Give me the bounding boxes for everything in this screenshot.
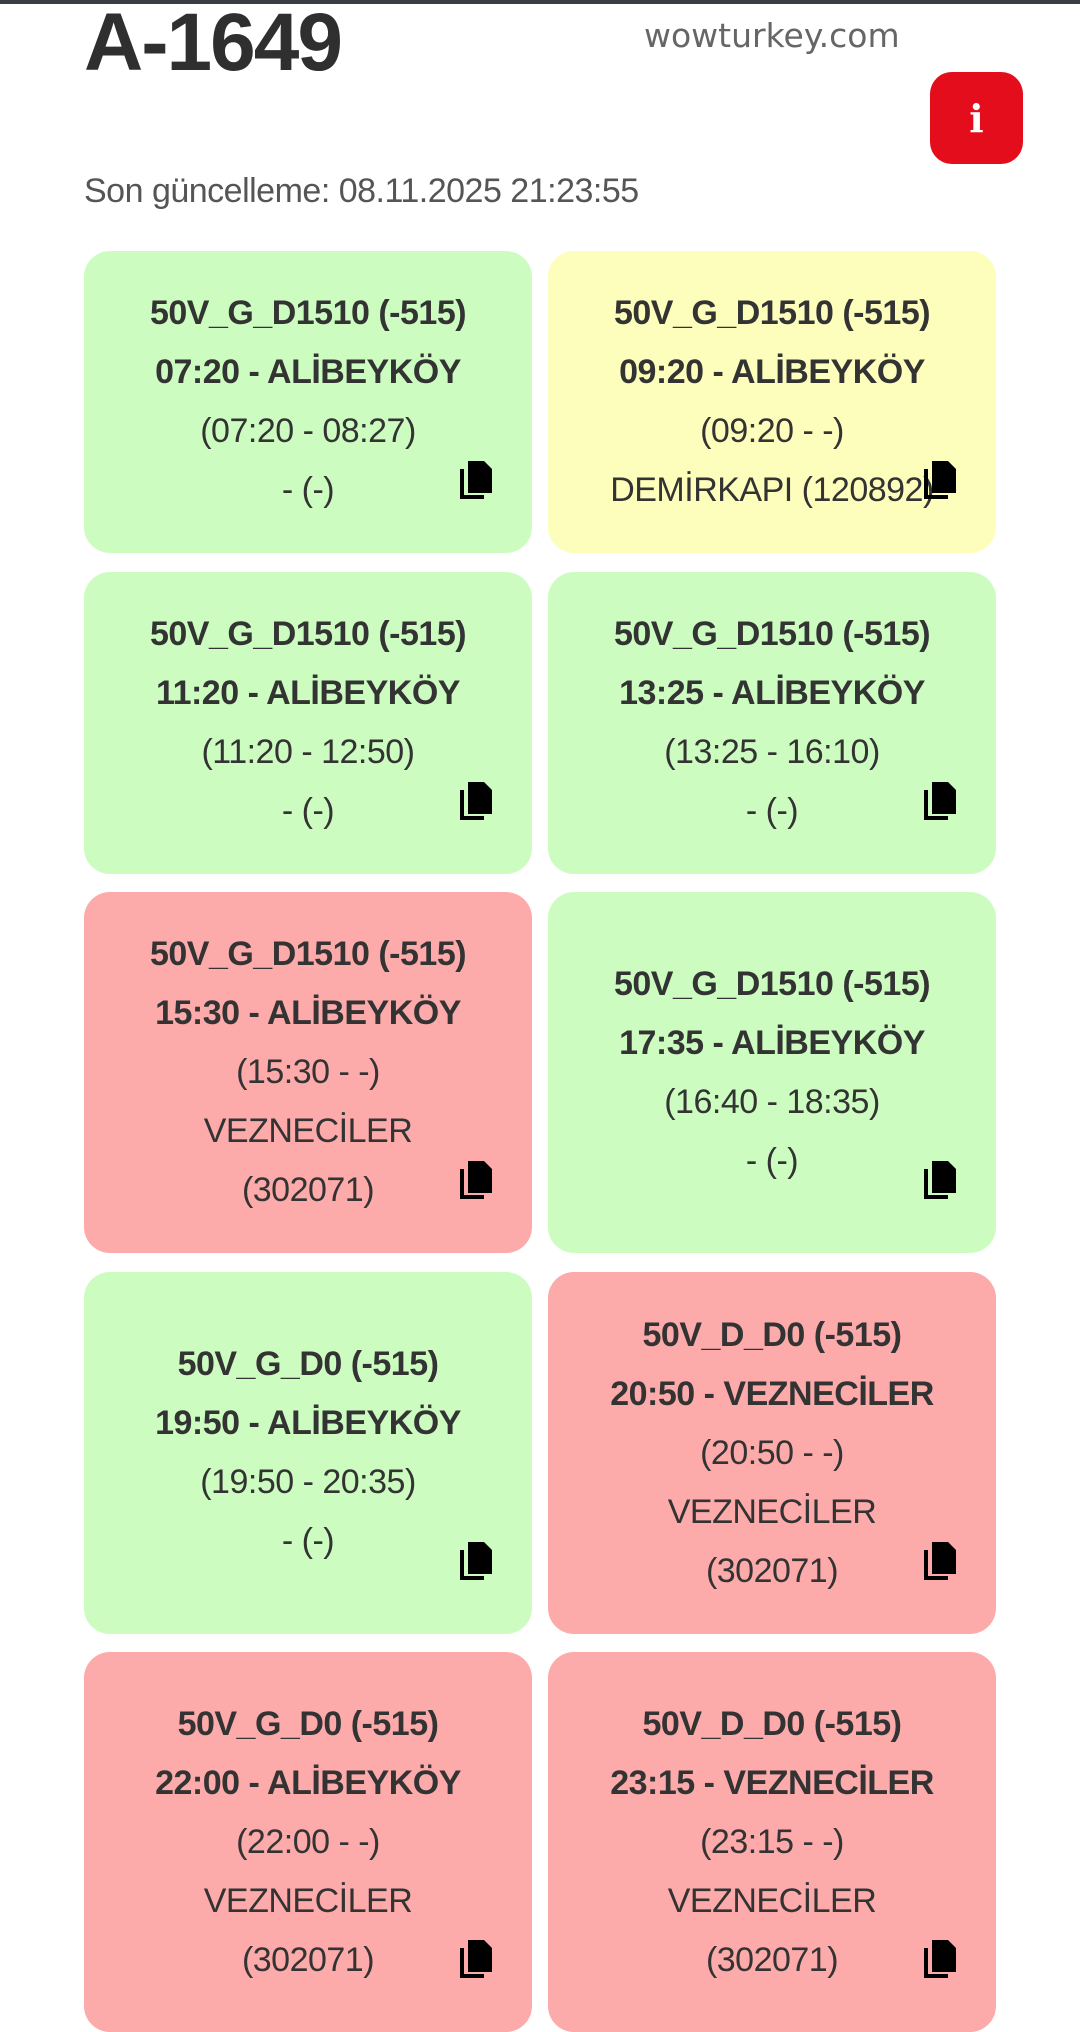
trip-card[interactable]: 50V_G_D0 (-515) 19:50 - ALİBEYKÖY (19:50 -…: [84, 1272, 532, 1634]
trip-times: (20:50 - -): [700, 1433, 844, 1472]
copy-icon[interactable]: [922, 782, 956, 822]
copy-icon[interactable]: [458, 782, 492, 822]
trip-departure: 17:35 - ALİBEYKÖY: [619, 1023, 925, 1062]
trip-route: 50V_G_D1510 (-515): [613, 615, 931, 653]
trip-times: (11:20 - 12:50): [201, 733, 415, 771]
trip-card[interactable]: 50V_D_D0 (-515) 20:50 - VEZNECİLER (20:50 …: [548, 1272, 996, 1634]
trip-departure: 09:20 - ALİBEYKÖY: [619, 353, 925, 391]
trip-card[interactable]: 50V_G_D1510 (-515) 17:35 - ALİBEYKÖY (16:4…: [548, 892, 996, 1253]
trip-route: 50V_G_D0 (-515): [177, 1704, 439, 1743]
trip-route: 50V_G_D1510 (-515): [149, 935, 467, 973]
trip-route: 50V_D_D0 (-515): [642, 1315, 902, 1354]
trip-stop: - (-): [281, 471, 335, 509]
trip-departure: 07:20 - ALİBEYKÖY: [155, 353, 461, 391]
trip-route: 50V_G_D1510 (-515): [149, 294, 467, 332]
trip-departure: 15:30 - ALİBEYKÖY: [155, 994, 461, 1032]
trip-stop: DEMİRKAPI (120892): [610, 471, 934, 509]
trip-departure: 22:00 - ALİBEYKÖY: [155, 1763, 461, 1802]
trip-times: (07:20 - 08:27): [200, 412, 416, 450]
trip-stop: - (-): [281, 1522, 335, 1560]
copy-icon[interactable]: [922, 461, 956, 501]
trip-times: (13:25 - 16:10): [664, 733, 880, 771]
last-update-text: Son güncelleme: 08.11.2025 21:23:55: [84, 172, 639, 210]
trip-times: (22:00 - -): [236, 1822, 380, 1861]
trip-card[interactable]: 50V_G_D1510 (-515) 09:20 - ALİBEYKÖY (09:2…: [548, 251, 996, 553]
copy-icon[interactable]: [458, 1940, 492, 1980]
trip-card[interactable]: 50V_G_D1510 (-515) 07:20 - ALİBEYKÖY (07:2…: [84, 251, 532, 553]
trip-stop-code: (302071): [241, 1940, 375, 1979]
trip-departure: 13:25 - ALİBEYKÖY: [619, 674, 925, 712]
trip-times: (23:15 - -): [700, 1822, 844, 1861]
trip-stop: VEZNECİLER: [667, 1492, 877, 1531]
info-button[interactable]: i: [930, 72, 1023, 164]
copy-icon[interactable]: [922, 1161, 956, 1201]
copy-icon[interactable]: [922, 1940, 956, 1980]
trip-departure: 23:15 - VEZNECİLER: [610, 1763, 934, 1802]
trip-stop: VEZNECİLER: [203, 1112, 413, 1150]
trip-card[interactable]: 50V_G_D1510 (-515) 13:25 - ALİBEYKÖY (13:2…: [548, 572, 996, 874]
trip-departure: 19:50 - ALİBEYKÖY: [155, 1404, 461, 1442]
trip-stop-code: (302071): [705, 1940, 839, 1979]
trip-route: 50V_D_D0 (-515): [642, 1704, 902, 1743]
watermark-text: wowturkey.com: [644, 16, 900, 55]
watermark: wowturkey.com: [640, 10, 910, 62]
trip-stop: - (-): [745, 792, 799, 830]
trip-route: 50V_G_D0 (-515): [177, 1345, 439, 1383]
copy-icon[interactable]: [458, 461, 492, 501]
copy-icon[interactable]: [458, 1161, 492, 1201]
trip-stop-code: (302071): [241, 1171, 375, 1209]
trip-times: (19:50 - 20:35): [200, 1463, 416, 1501]
top-bar: [0, 0, 1080, 4]
trip-times: (15:30 - -): [236, 1053, 380, 1091]
page-title: A-1649: [84, 0, 343, 88]
trip-card[interactable]: 50V_D_D0 (-515) 23:15 - VEZNECİLER (23:15 …: [548, 1652, 996, 2032]
trip-card[interactable]: 50V_G_D1510 (-515) 11:20 - ALİBEYKÖY (11:2…: [84, 572, 532, 874]
trip-stop: VEZNECİLER: [203, 1881, 413, 1920]
copy-icon[interactable]: [922, 1542, 956, 1582]
trip-times: (16:40 - 18:35): [664, 1082, 880, 1121]
trip-route: 50V_G_D1510 (-515): [613, 294, 931, 332]
trip-route: 50V_G_D1510 (-515): [149, 615, 467, 653]
trip-departure: 20:50 - VEZNECİLER: [610, 1374, 934, 1413]
trip-route: 50V_G_D1510 (-515): [613, 964, 931, 1003]
copy-icon[interactable]: [458, 1542, 492, 1582]
trip-departure: 11:20 - ALİBEYKÖY: [156, 674, 460, 712]
trip-stop: - (-): [281, 792, 335, 830]
trip-card[interactable]: 50V_G_D1510 (-515) 15:30 - ALİBEYKÖY (15:3…: [84, 892, 532, 1253]
trip-card[interactable]: 50V_G_D0 (-515) 22:00 - ALİBEYKÖY (22:00 -…: [84, 1652, 532, 2032]
trip-stop: VEZNECİLER: [667, 1881, 877, 1920]
trip-stop: - (-): [745, 1141, 799, 1180]
trip-times: (09:20 - -): [700, 412, 844, 450]
trip-stop-code: (302071): [705, 1551, 839, 1590]
